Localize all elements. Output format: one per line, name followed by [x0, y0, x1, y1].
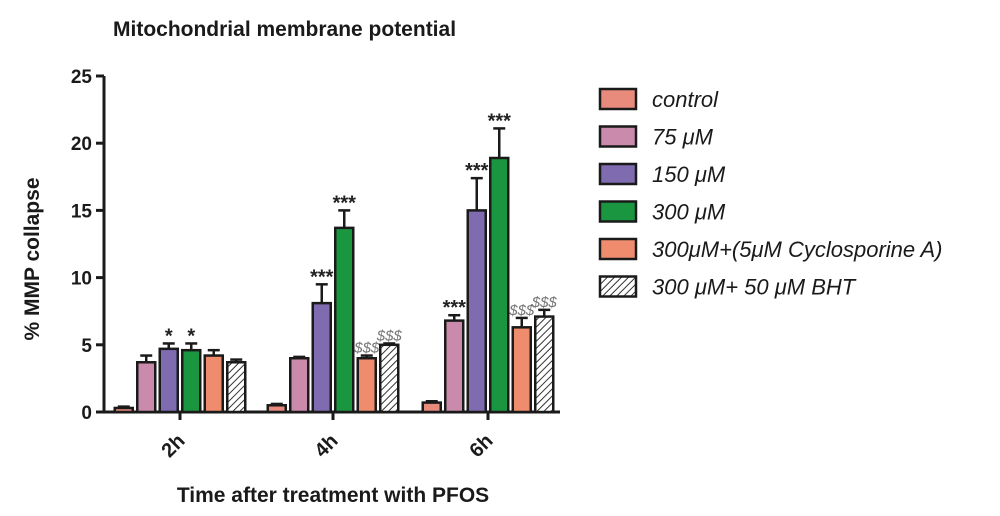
- legend-label: 300μM+(5μM Cyclosporine A): [652, 237, 942, 262]
- bar: [379, 343, 400, 414]
- legend-swatch: [598, 200, 638, 223]
- significance-label: $$$: [376, 327, 403, 344]
- significance-label: *: [165, 325, 173, 347]
- significance-label: ***: [465, 160, 489, 182]
- y-tick-label: 0: [81, 403, 92, 424]
- y-axis-label: % MMP collapse: [21, 178, 44, 341]
- legend-label: 300 μM+ 50 μM BHT: [652, 275, 857, 300]
- x-category-label: 4h: [310, 430, 342, 462]
- significance-label: $$$: [531, 294, 558, 311]
- legend-swatch: [598, 275, 638, 298]
- legend-swatch: [598, 87, 638, 111]
- bar: [356, 356, 377, 414]
- bar: [226, 361, 247, 414]
- bar: [534, 315, 555, 414]
- legend-label: 150 μM: [652, 162, 726, 187]
- legend: control 75 μM 150 μM 300 μM 300μM+(5μM Cyclo…: [598, 87, 942, 300]
- significance-label: $$$: [353, 340, 380, 357]
- x-axis-label: Time after treatment with PFOS: [177, 484, 489, 507]
- bar: [511, 326, 532, 414]
- y-tick-label: 25: [71, 67, 93, 88]
- x-category-label: 2h: [157, 430, 189, 462]
- legend-label: 75 μM: [652, 125, 714, 150]
- legend-swatch: [598, 162, 638, 186]
- legend-label: control: [652, 87, 719, 112]
- significance-label: $$$: [508, 302, 535, 319]
- bar: [334, 226, 355, 414]
- bar: [113, 406, 134, 414]
- bar: [466, 209, 487, 414]
- bar: [311, 301, 332, 414]
- bar: [181, 348, 202, 414]
- significance-label: ***: [310, 266, 334, 288]
- y-tick-label: 5: [81, 336, 92, 357]
- legend-swatch: [598, 237, 638, 261]
- bars-group: * *******$$$$$$*********$$$$$$: [113, 110, 558, 414]
- bar: [489, 156, 510, 414]
- bar: [158, 347, 179, 414]
- y-tick-label: 20: [71, 134, 92, 155]
- legend-label: 300 μM: [652, 200, 726, 225]
- significance-label: ***: [443, 297, 467, 319]
- legend-swatch: [598, 125, 638, 148]
- significance-label: ***: [333, 192, 357, 214]
- bar: [203, 354, 224, 414]
- chart-title: Mitochondrial membrane potential: [113, 18, 456, 41]
- bar: [289, 356, 310, 414]
- bar: [421, 401, 442, 414]
- y-tick-label: 15: [71, 201, 93, 222]
- significance-label: ***: [488, 110, 512, 132]
- bar: [444, 319, 465, 414]
- significance-label: *: [187, 325, 195, 347]
- bar: [136, 361, 157, 414]
- bar: [266, 404, 287, 414]
- y-tick-label: 10: [71, 269, 92, 290]
- x-category-label: 6h: [465, 430, 497, 462]
